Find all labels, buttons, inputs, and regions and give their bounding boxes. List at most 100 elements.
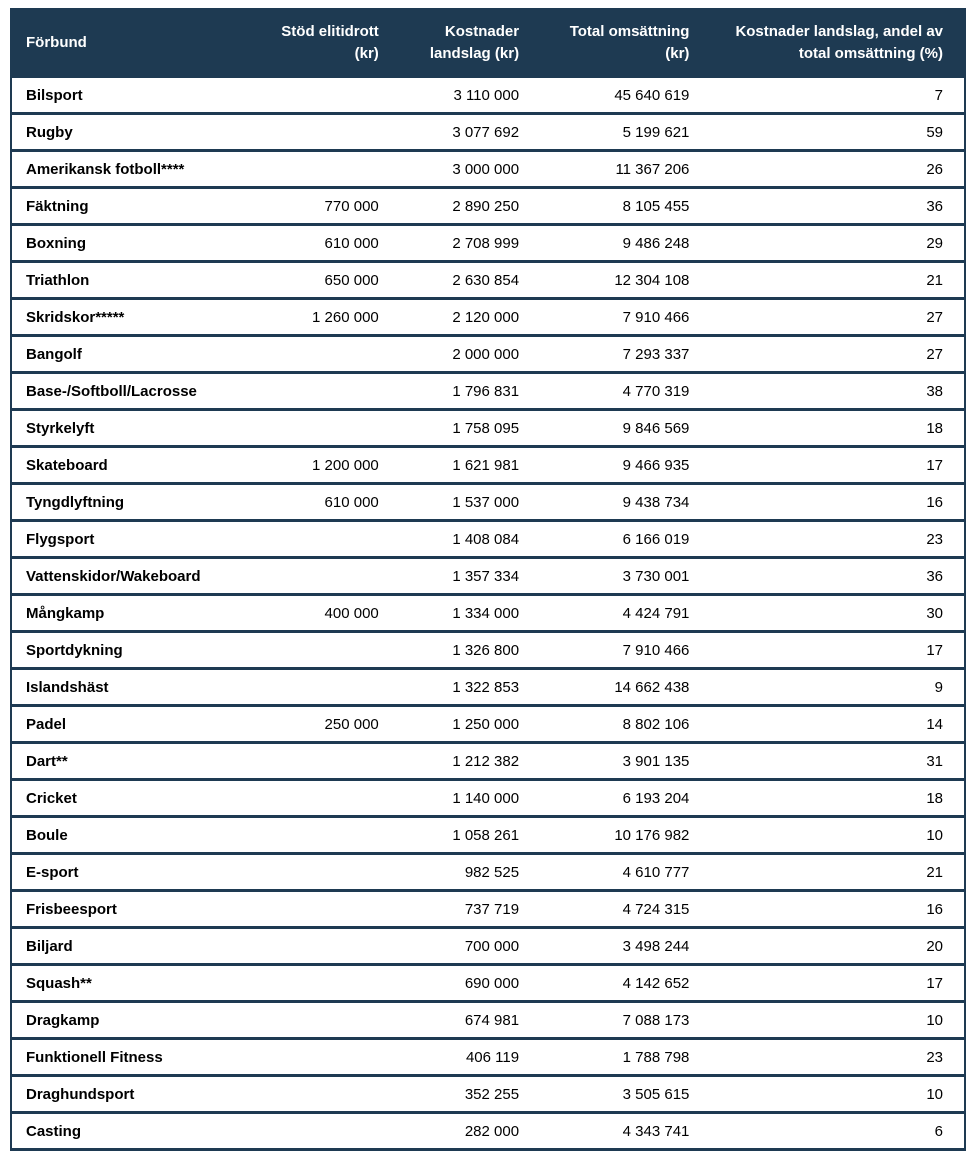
federation-name-cell: Frisbeesport bbox=[11, 890, 222, 929]
federation-name-cell: Biljard bbox=[11, 927, 222, 966]
value-cell: 1 537 000 bbox=[386, 483, 528, 522]
value-cell: 1 212 382 bbox=[386, 742, 528, 781]
value-cell: 3 498 244 bbox=[527, 927, 698, 966]
value-cell: 3 901 135 bbox=[527, 742, 698, 781]
value-cell bbox=[221, 372, 387, 411]
value-cell: 674 981 bbox=[386, 1001, 528, 1040]
federation-name-cell: Skateboard bbox=[11, 446, 222, 485]
value-cell: 1 322 853 bbox=[386, 668, 528, 707]
table-row: Skridskor***** 1 260 000 2 120 000 7 910 46… bbox=[11, 298, 965, 337]
value-cell: 14 bbox=[697, 705, 965, 744]
federation-name-cell: Dart** bbox=[11, 742, 222, 781]
table-row: Bangolf 2 000 000 7 293 337 27 bbox=[11, 335, 965, 374]
table-body: Bilsport 3 110 000 45 640 619 7 Rugby 3 077 6… bbox=[11, 78, 965, 1151]
value-cell: 27 bbox=[697, 298, 965, 337]
value-cell: 982 525 bbox=[386, 853, 528, 892]
federation-name-cell: Cricket bbox=[11, 779, 222, 818]
value-cell: 1 357 334 bbox=[386, 557, 528, 596]
table-row: Draghundsport 352 255 3 505 615 10 bbox=[11, 1075, 965, 1114]
value-cell: 23 bbox=[697, 520, 965, 559]
federation-name-cell: Triathlon bbox=[11, 261, 222, 300]
table-row: Casting 282 000 4 343 741 6 bbox=[11, 1112, 965, 1151]
federation-name-cell: Bangolf bbox=[11, 335, 222, 374]
table-row: Sportdykning 1 326 800 7 910 466 17 bbox=[11, 631, 965, 670]
value-cell: 10 bbox=[697, 1001, 965, 1040]
value-cell: 10 bbox=[697, 1075, 965, 1114]
value-cell: 1 621 981 bbox=[386, 446, 528, 485]
value-cell bbox=[221, 853, 387, 892]
value-cell: 6 166 019 bbox=[527, 520, 698, 559]
federation-name-cell: Flygsport bbox=[11, 520, 222, 559]
table-row: Styrkelyft 1 758 095 9 846 569 18 bbox=[11, 409, 965, 448]
value-cell bbox=[221, 1038, 387, 1077]
table-row: Base-/Softboll/Lacrosse 1 796 831 4 770 31… bbox=[11, 372, 965, 411]
federation-name-cell: Rugby bbox=[11, 113, 222, 152]
table-row: Funktionell Fitness 406 119 1 788 798 23 bbox=[11, 1038, 965, 1077]
value-cell bbox=[221, 927, 387, 966]
value-cell: 9 486 248 bbox=[527, 224, 698, 263]
table-row: Frisbeesport 737 719 4 724 315 16 bbox=[11, 890, 965, 929]
value-cell: 17 bbox=[697, 446, 965, 485]
table-row: Bilsport 3 110 000 45 640 619 7 bbox=[11, 78, 965, 115]
value-cell: 7 910 466 bbox=[527, 298, 698, 337]
value-cell bbox=[221, 964, 387, 1003]
value-cell: 700 000 bbox=[386, 927, 528, 966]
federation-name-cell: Funktionell Fitness bbox=[11, 1038, 222, 1077]
value-cell: 770 000 bbox=[221, 187, 387, 226]
value-cell: 10 bbox=[697, 816, 965, 855]
value-cell: 1 758 095 bbox=[386, 409, 528, 448]
value-cell: 4 724 315 bbox=[527, 890, 698, 929]
value-cell bbox=[221, 631, 387, 670]
value-cell: 17 bbox=[697, 631, 965, 670]
value-cell: 690 000 bbox=[386, 964, 528, 1003]
value-cell: 5 199 621 bbox=[527, 113, 698, 152]
value-cell: 31 bbox=[697, 742, 965, 781]
value-cell: 9 466 935 bbox=[527, 446, 698, 485]
value-cell bbox=[221, 1001, 387, 1040]
federation-name-cell: Boule bbox=[11, 816, 222, 855]
value-cell: 2 708 999 bbox=[386, 224, 528, 263]
value-cell: 10 176 982 bbox=[527, 816, 698, 855]
federation-name-cell: Bilsport bbox=[11, 78, 222, 115]
value-cell: 2 120 000 bbox=[386, 298, 528, 337]
value-cell: 4 610 777 bbox=[527, 853, 698, 892]
value-cell: 3 730 001 bbox=[527, 557, 698, 596]
value-cell: 1 326 800 bbox=[386, 631, 528, 670]
value-cell: 38 bbox=[697, 372, 965, 411]
value-cell: 30 bbox=[697, 594, 965, 633]
value-cell: 3 000 000 bbox=[386, 150, 528, 189]
value-cell bbox=[221, 409, 387, 448]
value-cell: 23 bbox=[697, 1038, 965, 1077]
value-cell: 737 719 bbox=[386, 890, 528, 929]
column-header-kostnader-landslag: Kostnader landslag (kr) bbox=[386, 8, 528, 78]
table-row: Boule 1 058 261 10 176 982 10 bbox=[11, 816, 965, 855]
federation-name-cell: Tyngdlyftning bbox=[11, 483, 222, 522]
value-cell: 4 770 319 bbox=[527, 372, 698, 411]
table-row: Tyngdlyftning 610 000 1 537 000 9 438 734 16 bbox=[11, 483, 965, 522]
column-header-total-omsattning: Total omsättning (kr) bbox=[527, 8, 698, 78]
value-cell bbox=[221, 1112, 387, 1151]
value-cell: 36 bbox=[697, 187, 965, 226]
value-cell bbox=[221, 668, 387, 707]
table-row: Amerikansk fotboll**** 3 000 000 11 367 20… bbox=[11, 150, 965, 189]
table-row: E-sport 982 525 4 610 777 21 bbox=[11, 853, 965, 892]
table-row: Biljard 700 000 3 498 244 20 bbox=[11, 927, 965, 966]
table-row: Boxning 610 000 2 708 999 9 486 248 29 bbox=[11, 224, 965, 263]
federation-name-cell: Boxning bbox=[11, 224, 222, 263]
value-cell: 6 193 204 bbox=[527, 779, 698, 818]
value-cell: 6 bbox=[697, 1112, 965, 1151]
column-header-forbund: Förbund bbox=[11, 8, 222, 78]
value-cell: 2 000 000 bbox=[386, 335, 528, 374]
value-cell: 9 438 734 bbox=[527, 483, 698, 522]
table-row: Islandshäst 1 322 853 14 662 438 9 bbox=[11, 668, 965, 707]
table-row: Rugby 3 077 692 5 199 621 59 bbox=[11, 113, 965, 152]
value-cell bbox=[221, 779, 387, 818]
value-cell: 20 bbox=[697, 927, 965, 966]
value-cell: 18 bbox=[697, 779, 965, 818]
value-cell: 16 bbox=[697, 483, 965, 522]
value-cell: 1 788 798 bbox=[527, 1038, 698, 1077]
federation-name-cell: Dragkamp bbox=[11, 1001, 222, 1040]
federation-name-cell: Fäktning bbox=[11, 187, 222, 226]
value-cell: 1 796 831 bbox=[386, 372, 528, 411]
